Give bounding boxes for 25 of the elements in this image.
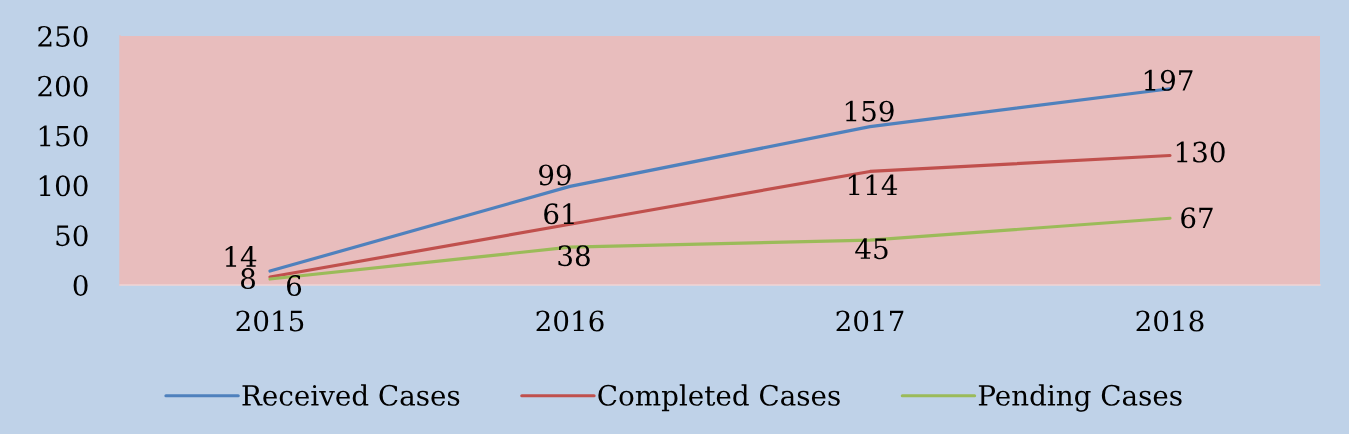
- y-tick-label: 250: [38, 25, 88, 47]
- data-label: 114: [848, 174, 898, 196]
- y-tick-label: 200: [38, 75, 88, 97]
- data-label: 8: [241, 268, 255, 290]
- data-label: 45: [855, 238, 888, 260]
- data-label: 197: [1144, 69, 1193, 91]
- legend-label: Completed Cases: [598, 384, 840, 412]
- x-tick-label: 2016: [536, 310, 604, 332]
- x-tick-label: 2018: [1136, 310, 1204, 332]
- data-label: 99: [539, 164, 571, 186]
- x-tick-label: 2017: [836, 310, 904, 332]
- y-tick-label: 50: [56, 225, 88, 247]
- y-tick-label: 0: [73, 274, 88, 296]
- data-label: 14: [225, 246, 257, 267]
- data-label: 61: [544, 203, 574, 225]
- y-tick-label: 150: [39, 125, 88, 147]
- y-tick-label: 100: [39, 175, 88, 197]
- data-label: 130: [1176, 141, 1225, 163]
- legend-label: Received Cases: [242, 384, 460, 406]
- x-tick-label: 2015: [236, 310, 304, 332]
- legend-label: Pending Cases: [978, 384, 1182, 412]
- data-label: 159: [845, 100, 894, 122]
- data-label: 67: [1181, 207, 1213, 229]
- data-label: 6: [287, 275, 302, 297]
- data-label: 38: [558, 245, 590, 267]
